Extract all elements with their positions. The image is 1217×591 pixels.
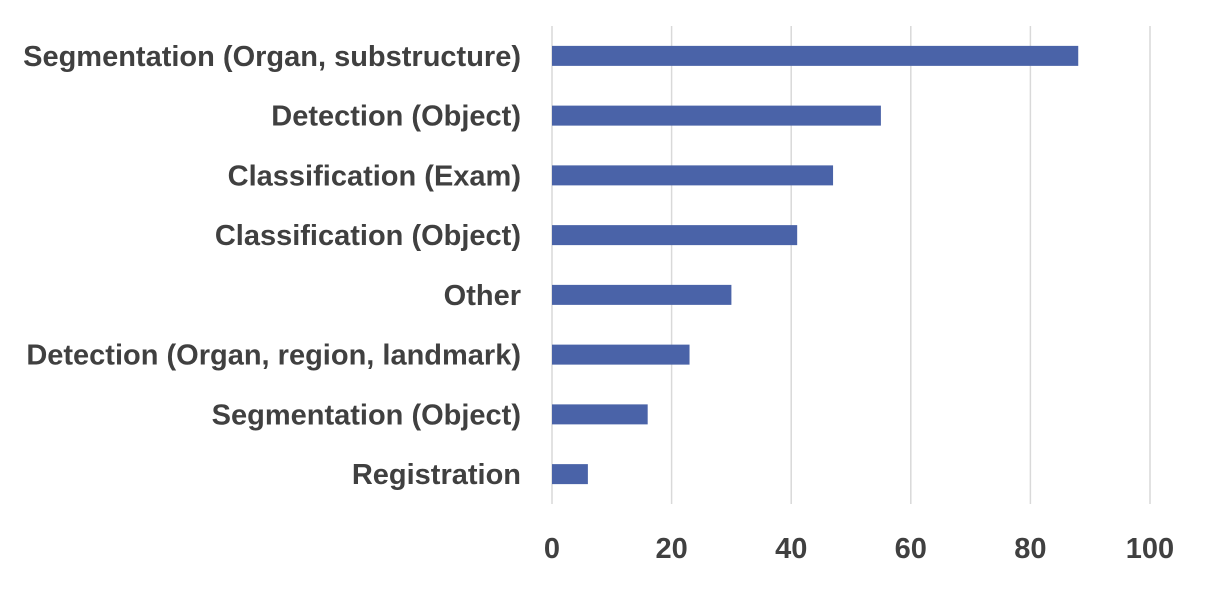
category-labels: Segmentation (Organ, substructure) Detect… (23, 41, 521, 491)
bar (552, 45, 1079, 66)
x-tick-label: 0 (544, 533, 560, 565)
category-label: Registration (352, 459, 521, 491)
bar (552, 284, 732, 305)
x-tick-label: 60 (895, 533, 927, 565)
bar (552, 225, 798, 246)
category-label: Detection (Organ, region, landmark) (26, 340, 521, 372)
x-tick-label: 20 (655, 533, 687, 565)
category-label: Classification (Object) (215, 220, 521, 252)
x-tick-label: 100 (1126, 533, 1174, 565)
category-label: Detection (Object) (271, 101, 521, 133)
x-axis-tick-labels: 0 20 40 60 80 100 (544, 533, 1174, 565)
bar (552, 464, 588, 485)
x-tick-label: 40 (775, 533, 807, 565)
bars (552, 45, 1079, 485)
category-label: Classification (Exam) (228, 160, 521, 192)
category-label: Segmentation (Organ, substructure) (23, 41, 521, 73)
bar (552, 165, 834, 186)
grid-lines (551, 26, 1151, 504)
bar (552, 344, 690, 365)
bar (552, 105, 881, 126)
bar (552, 404, 648, 425)
category-label: Segmentation (Object) (212, 399, 521, 431)
category-label: Other (444, 280, 521, 312)
x-tick-label: 80 (1014, 533, 1046, 565)
